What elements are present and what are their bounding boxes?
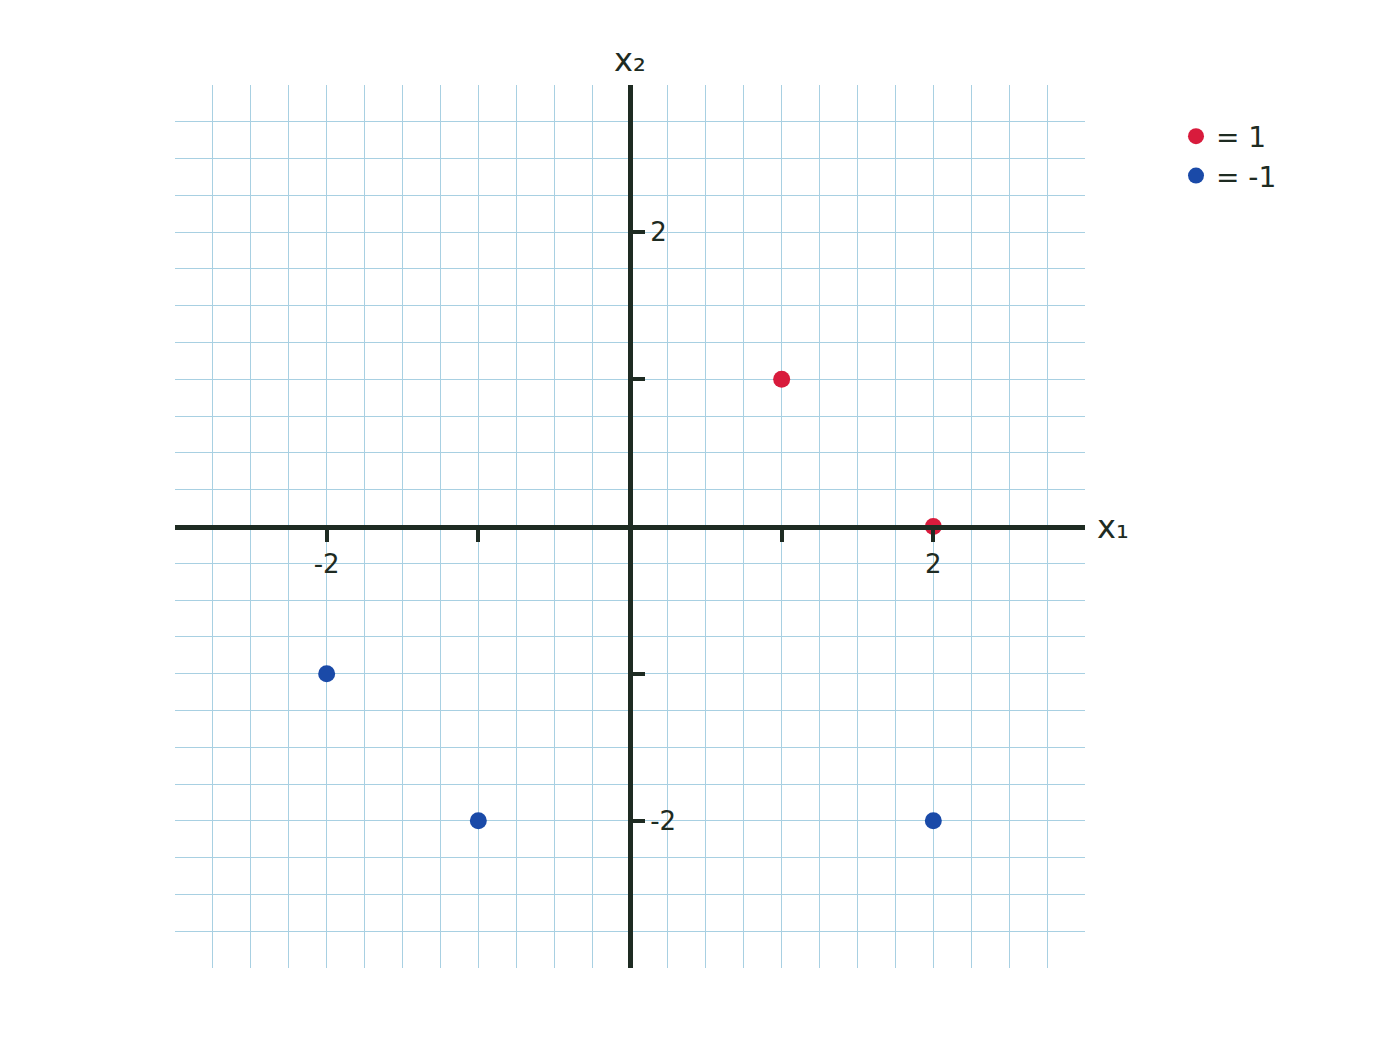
- svg-text:2: 2: [925, 549, 942, 579]
- svg-text:= -1: = -1: [1216, 161, 1276, 194]
- svg-text:-2: -2: [314, 549, 340, 579]
- svg-text:-2: -2: [650, 806, 676, 836]
- svg-text:= 1: = 1: [1216, 121, 1266, 154]
- svg-text:2: 2: [650, 217, 667, 247]
- svg-text:x₁: x₁: [1097, 508, 1129, 546]
- svg-text:x₂: x₂: [614, 41, 646, 79]
